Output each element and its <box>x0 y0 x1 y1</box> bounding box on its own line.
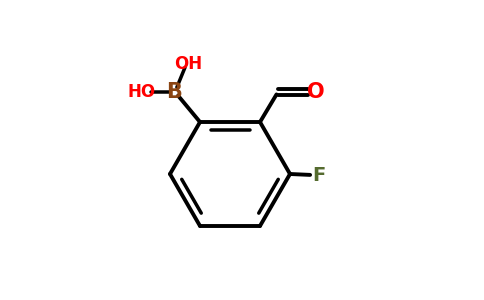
Text: O: O <box>307 82 324 102</box>
Text: HO: HO <box>127 83 155 101</box>
Text: F: F <box>313 166 326 185</box>
Text: OH: OH <box>174 55 202 73</box>
Text: B: B <box>166 82 182 102</box>
